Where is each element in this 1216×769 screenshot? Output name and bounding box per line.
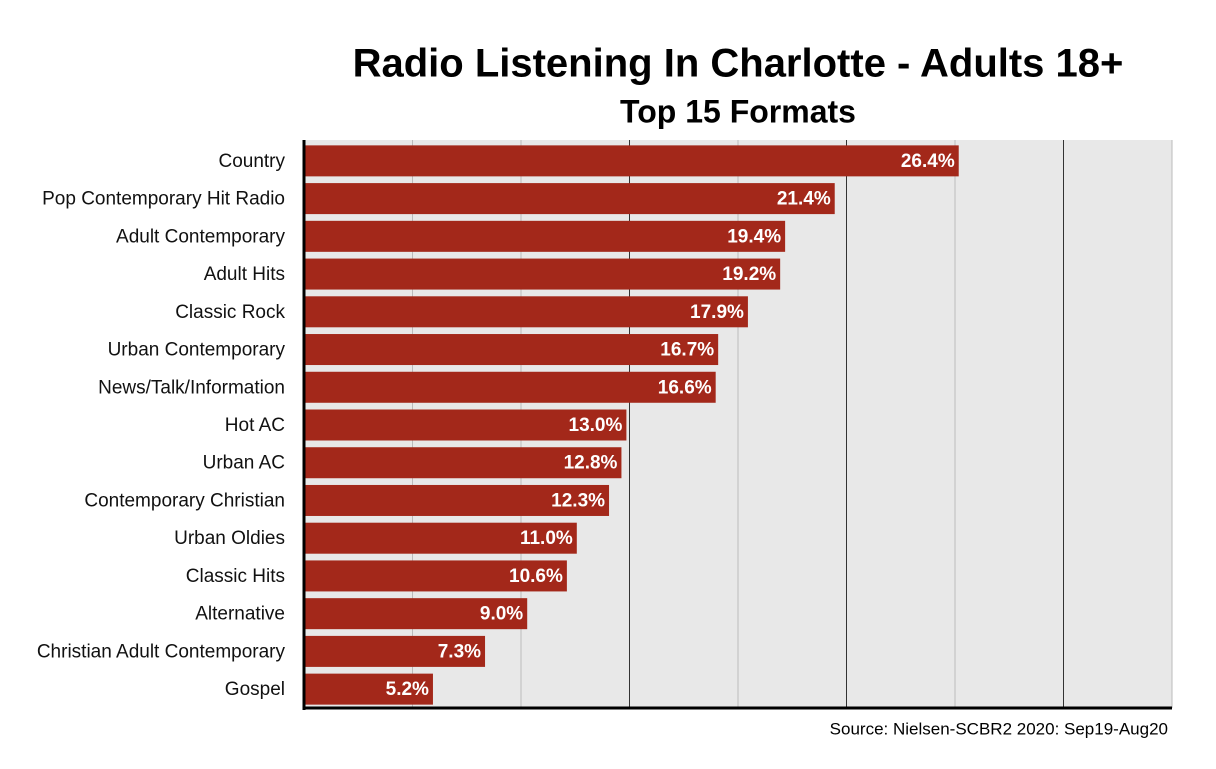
y-tick-label: Adult Hits: [204, 264, 285, 285]
bar: [304, 220, 786, 252]
bar: [304, 334, 719, 366]
data-label: 12.8%: [564, 453, 618, 474]
y-tick-label: Alternative: [195, 604, 285, 625]
bar: [304, 371, 716, 403]
y-tick-label: Urban AC: [203, 453, 285, 474]
bar: [304, 484, 610, 516]
bar: [304, 258, 781, 290]
y-tick-label: Christian Adult Contemporary: [37, 641, 286, 662]
data-label: 7.3%: [438, 641, 481, 662]
y-tick-label: Hot AC: [225, 415, 285, 436]
data-label: 26.4%: [901, 151, 955, 172]
data-label: 16.6%: [658, 377, 712, 398]
chart-title: Radio Listening In Charlotte - Adults 18…: [353, 42, 1124, 86]
y-tick-label: Urban Contemporary: [108, 340, 286, 361]
y-tick-label: Classic Rock: [175, 302, 285, 323]
y-tick-label: News/Talk/Information: [98, 377, 285, 398]
data-label: 12.3%: [551, 490, 605, 511]
data-label: 21.4%: [777, 189, 831, 210]
bar: [304, 522, 577, 554]
bar: [304, 296, 748, 328]
y-tick-label: Adult Contemporary: [116, 226, 285, 247]
data-label: 5.2%: [386, 679, 429, 700]
bar: [304, 183, 835, 215]
y-tick-label: Pop Contemporary Hit Radio: [42, 189, 285, 210]
y-tick-label: Gospel: [225, 679, 285, 700]
bar: [304, 409, 627, 441]
y-tick-label: Classic Hits: [186, 566, 285, 587]
data-label: 11.0%: [520, 528, 573, 549]
y-tick-label: Country: [218, 151, 285, 172]
data-label: 17.9%: [690, 302, 744, 323]
data-label: 16.7%: [660, 340, 714, 361]
bar: [304, 635, 486, 667]
data-label: 19.2%: [722, 264, 776, 285]
y-tick-label: Contemporary Christian: [84, 490, 285, 511]
data-label: 9.0%: [480, 604, 523, 625]
data-label: 13.0%: [569, 415, 623, 436]
chart-subtitle: Top 15 Formats: [620, 93, 856, 129]
bar: [304, 145, 959, 177]
data-label: 10.6%: [509, 566, 563, 587]
y-tick-label: Urban Oldies: [174, 528, 285, 549]
source-note: Source: Nielsen-SCBR2 2020: Sep19-Aug20: [830, 719, 1168, 738]
bar: [304, 447, 622, 479]
bar: [304, 560, 567, 592]
data-label: 19.4%: [727, 226, 781, 247]
bar: [304, 673, 433, 705]
bar: [304, 598, 528, 630]
